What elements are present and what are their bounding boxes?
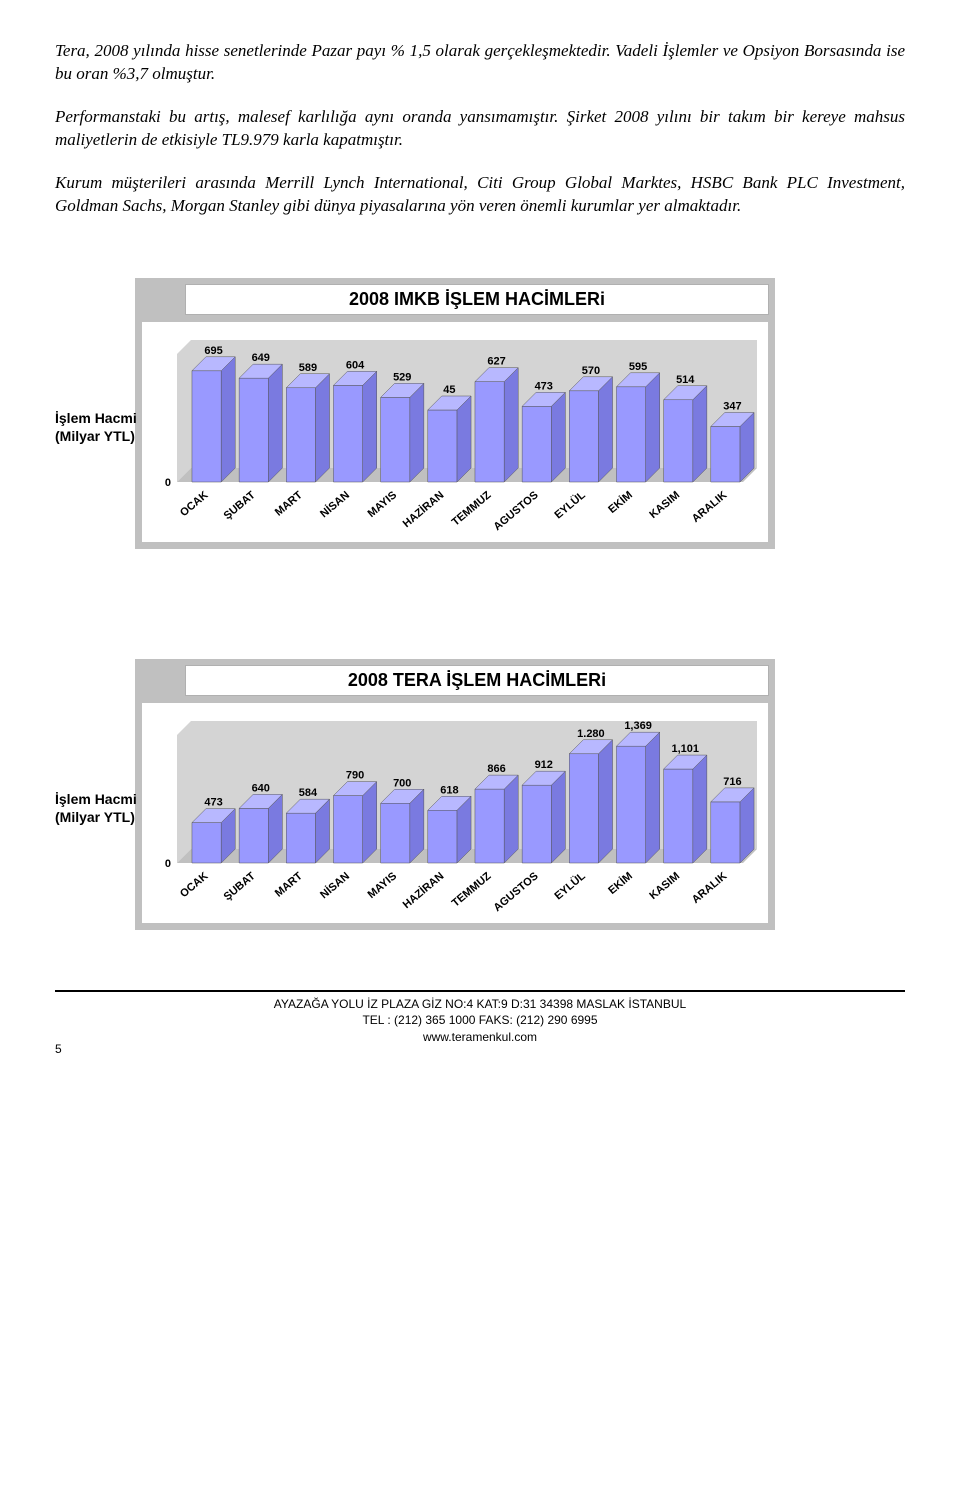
svg-text:NİSAN: NİSAN [317, 869, 352, 901]
svg-text:700: 700 [393, 777, 411, 789]
svg-text:EYLÜL: EYLÜL [552, 869, 588, 902]
page-footer: AYAZAĞA YOLU İZ PLAZA GİZ NO:4 KAT:9 D:3… [55, 990, 905, 1046]
svg-text:ŞUBAT: ŞUBAT [222, 870, 258, 903]
svg-text:AGUSTOS: AGUSTOS [491, 489, 540, 533]
svg-text:627: 627 [487, 355, 505, 367]
svg-text:912: 912 [535, 759, 553, 771]
svg-text:0: 0 [165, 858, 171, 870]
svg-text:HAZİRAN: HAZİRAN [400, 869, 446, 911]
svg-text:MART: MART [273, 870, 305, 900]
svg-text:866: 866 [487, 763, 505, 775]
svg-text:529: 529 [393, 371, 411, 383]
paragraph-1: Tera, 2008 yılında hisse senetlerinde Pa… [55, 40, 905, 86]
chart-tera-container: 2008 TERA İŞLEM HACİMLERi 0 473 OCAK 640 ŞUB… [135, 659, 775, 930]
svg-text:1,101: 1,101 [671, 743, 699, 755]
svg-text:TEMMUZ: TEMMUZ [450, 489, 494, 529]
svg-text:OCAK: OCAK [178, 870, 211, 900]
chart-imkb-svg: 0 695 OCAK 649 ŞUBAT 589 MART 604 NİSAN 529 MAYIS 4… [142, 322, 767, 542]
svg-text:604: 604 [346, 359, 365, 371]
svg-text:1,369: 1,369 [624, 720, 652, 732]
footer-line-1: AYAZAĞA YOLU İZ PLAZA GİZ NO:4 KAT:9 D:3… [55, 996, 905, 1013]
svg-text:716: 716 [723, 776, 741, 788]
svg-text:AGUSTOS: AGUSTOS [491, 870, 540, 914]
svg-text:0: 0 [165, 477, 171, 489]
paragraph-3: Kurum müşterileri arasında Merrill Lynch… [55, 172, 905, 218]
svg-text:473: 473 [535, 380, 553, 392]
svg-text:EYLÜL: EYLÜL [552, 488, 588, 521]
svg-text:ARALIK: ARALIK [690, 489, 730, 525]
svg-text:695: 695 [204, 344, 222, 356]
svg-text:473: 473 [204, 796, 222, 808]
svg-text:EKİM: EKİM [606, 869, 635, 897]
svg-text:NİSAN: NİSAN [317, 488, 352, 520]
svg-text:584: 584 [299, 787, 318, 799]
chart-imkb-title: 2008 IMKB İŞLEM HACİMLERi [196, 289, 758, 310]
svg-text:1.280: 1.280 [577, 727, 605, 739]
svg-text:595: 595 [629, 360, 647, 372]
svg-text:ARALIK: ARALIK [690, 870, 730, 906]
svg-text:MAYIS: MAYIS [366, 870, 400, 901]
svg-text:790: 790 [346, 769, 364, 781]
svg-text:HAZİRAN: HAZİRAN [400, 488, 446, 530]
footer-line-2: TEL : (212) 365 1000 FAKS: (212) 290 699… [55, 1012, 905, 1029]
svg-text:514: 514 [676, 373, 695, 385]
svg-text:MAYIS: MAYIS [366, 489, 400, 520]
paragraph-2: Performanstaki bu artış, malesef karlılı… [55, 106, 905, 152]
svg-text:347: 347 [723, 400, 741, 412]
chart-tera-ylabel-real: İşlem Hacmi(Milyar YTL) [55, 790, 195, 826]
svg-text:MART: MART [273, 489, 305, 519]
svg-text:640: 640 [252, 782, 270, 794]
svg-text:45: 45 [443, 384, 455, 396]
svg-text:649: 649 [252, 352, 270, 364]
svg-text:TEMMUZ: TEMMUZ [450, 870, 494, 910]
svg-text:589: 589 [299, 361, 317, 373]
svg-text:570: 570 [582, 364, 600, 376]
svg-text:KASIM: KASIM [647, 870, 682, 902]
chart-imkb-ylabel-real: İşlem Hacmi(Milyar YTL) [55, 409, 195, 445]
chart-imkb-container: 2008 IMKB İŞLEM HACİMLERi 0 695 OCAK 649 ŞUB… [135, 278, 775, 549]
svg-text:618: 618 [440, 784, 458, 796]
chart-tera-svg: 0 473 OCAK 640 ŞUBAT 584 MART 790 NİSAN 700 MAYIS 6… [142, 703, 767, 923]
svg-text:ŞUBAT: ŞUBAT [222, 489, 258, 522]
svg-text:KASIM: KASIM [647, 489, 682, 521]
svg-text:EKİM: EKİM [606, 488, 635, 516]
chart-tera-title: 2008 TERA İŞLEM HACİMLERi [196, 670, 758, 691]
svg-text:OCAK: OCAK [178, 489, 211, 519]
